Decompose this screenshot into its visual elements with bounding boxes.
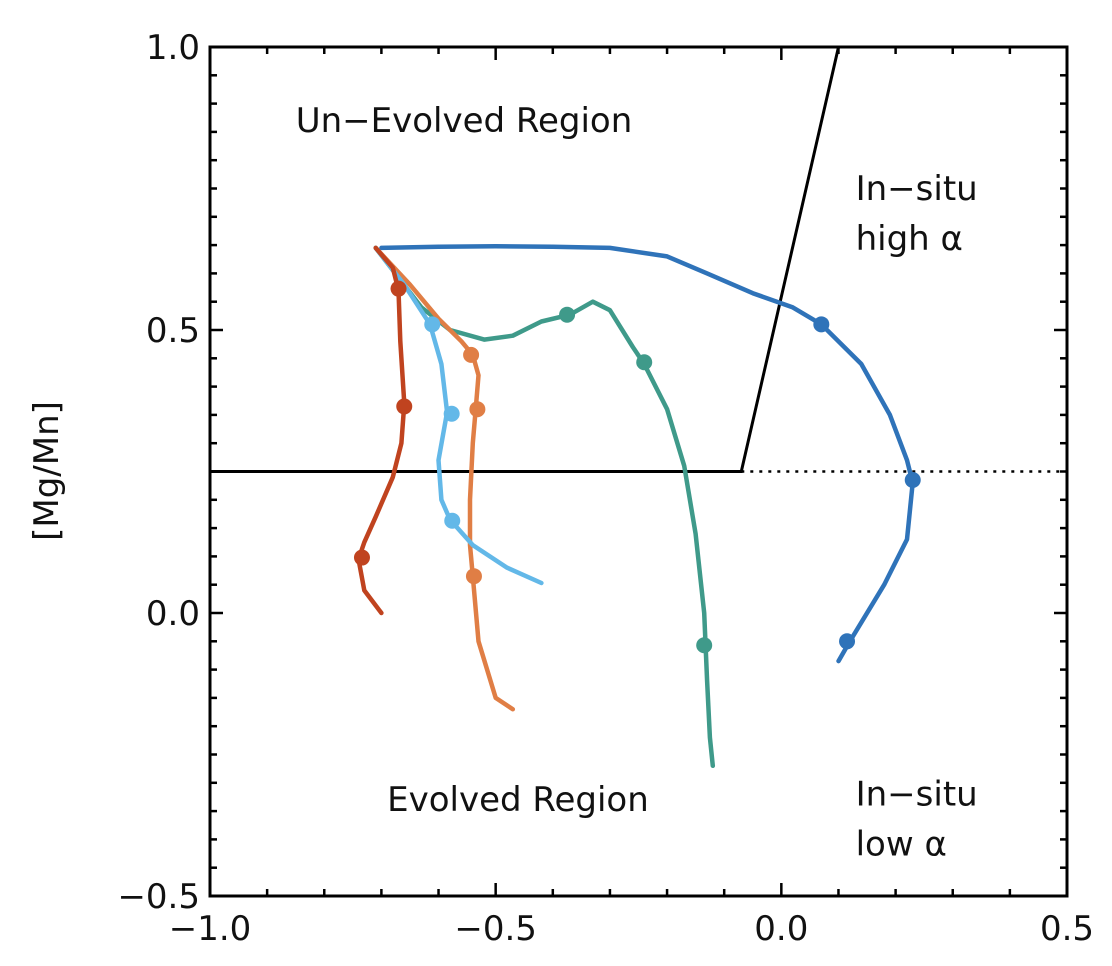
series-4-marker-2 [443, 405, 460, 422]
annotation-evolved: Evolved Region [387, 780, 649, 820]
series-5-marker-3 [353, 549, 370, 566]
series-line-1 [379, 243, 915, 664]
axis-ticks [208, 45, 1069, 898]
series-3-marker-2 [469, 401, 486, 418]
region-annotations: Un−Evolved Region In−situ high α Evolved Re… [296, 101, 978, 865]
annotation-insitu-low: In−situ low α [856, 774, 978, 864]
series-4-marker-1 [424, 316, 441, 333]
y-axis-title: [Mg/Mn] [27, 401, 67, 541]
series-3-marker-3 [465, 568, 482, 585]
series-1-marker-1 [813, 316, 830, 333]
x-tick-label: −1.0 [169, 909, 252, 949]
annotation-unevolved: Un−Evolved Region [296, 101, 633, 141]
x-tick-label: −0.5 [454, 909, 537, 949]
series-2-marker-1 [559, 306, 576, 323]
x-tick-label: 0.5 [1040, 909, 1094, 949]
series-2-marker-2 [636, 354, 653, 371]
series-1-marker-2 [904, 471, 921, 488]
series-line-4 [373, 245, 544, 586]
annotation-insitu-high: In−situ high α [856, 169, 978, 259]
series-5-marker-1 [390, 280, 407, 297]
series-line-2 [373, 245, 716, 769]
series-3-marker-1 [463, 346, 480, 363]
series-2-marker-3 [696, 637, 713, 654]
series-1-marker-3 [839, 633, 856, 650]
series-5-marker-2 [396, 398, 413, 415]
series-layer [353, 243, 921, 769]
y-tick-label: 0.0 [146, 594, 200, 634]
boundary-lines [210, 47, 1067, 473]
tick-labels: −1.0 −0.5 0.0 0.5−0.50.00.51.0 [117, 28, 1094, 949]
y-tick-label: 1.0 [146, 28, 200, 68]
x-tick-label: 0.0 [754, 909, 808, 949]
series-line-3 [373, 245, 516, 712]
y-tick-label: −0.5 [117, 877, 200, 917]
y-tick-label: 0.5 [146, 311, 200, 351]
series-4-marker-3 [444, 512, 461, 529]
